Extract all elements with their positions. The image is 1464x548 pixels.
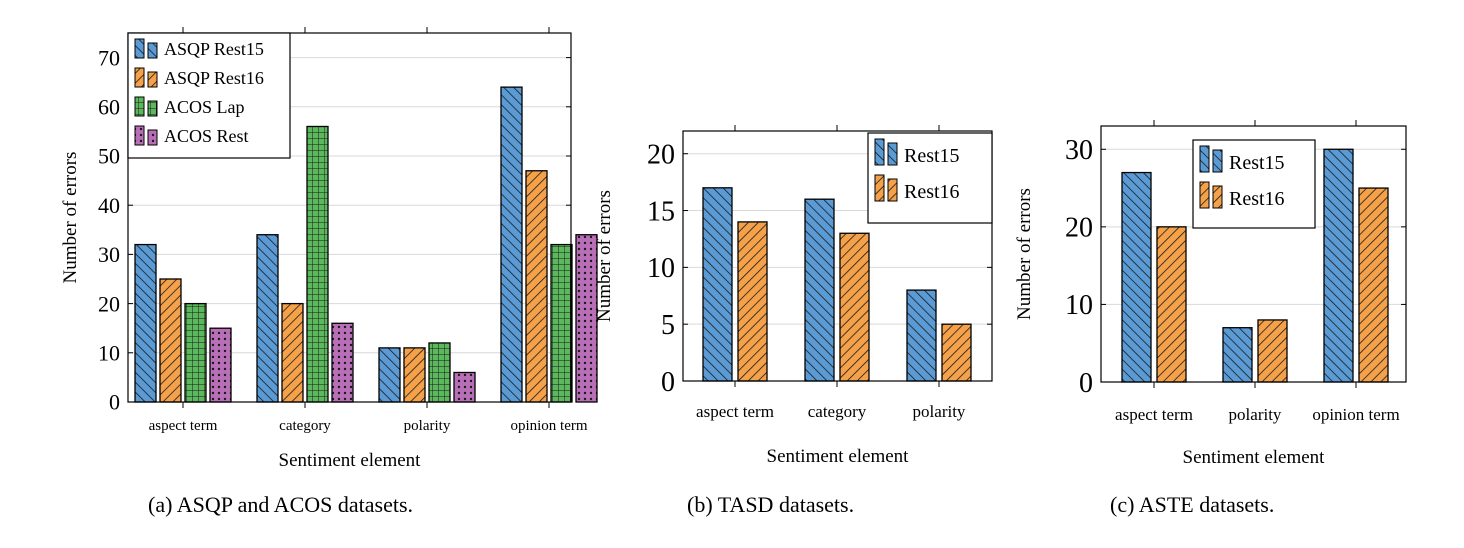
x-tick-label: polarity — [404, 418, 451, 434]
bar — [804, 198, 835, 382]
chart-2: 0 10 20 30 aspect term polarity opinion term Se… — [1014, 120, 1407, 468]
bar — [500, 86, 523, 403]
y-axis-label: Number of errors — [60, 152, 81, 284]
plot-frame — [127, 32, 572, 403]
legend-swatch — [134, 67, 145, 88]
legend-swatch — [1199, 145, 1210, 173]
x-tick-label: opinion term — [1312, 405, 1399, 424]
legend-label: Rest15 — [1229, 152, 1285, 174]
legend-swatch — [1212, 149, 1223, 173]
y-tick-label: 50 — [98, 144, 120, 169]
bar — [209, 327, 232, 403]
bar — [702, 187, 733, 382]
caption-a: (a) ASQP and ACOS datasets. — [148, 492, 414, 517]
plot-frame — [682, 130, 993, 382]
y-tick-label: 10 — [1065, 290, 1093, 321]
y-tick-label: 20 — [1065, 213, 1093, 244]
y-tick-label: 70 — [98, 45, 120, 70]
y-tick-label: 10 — [98, 341, 120, 366]
legend-label: Rest15 — [904, 145, 960, 167]
caption-c: (c) ASTE datasets. — [1110, 492, 1275, 517]
y-tick-label: 0 — [109, 390, 120, 415]
y-tick-label: 5 — [661, 310, 675, 341]
y-tick-label: 0 — [661, 367, 675, 398]
y-tick-label: 40 — [98, 193, 120, 218]
y-tick-label: 10 — [647, 253, 675, 284]
legend-label: ASQP Rest15 — [164, 39, 264, 59]
legend-swatch — [147, 129, 158, 146]
bar — [550, 243, 573, 403]
x-axis-label: Sentiment element — [279, 450, 422, 471]
legend-swatch — [134, 125, 145, 146]
caption-b: (b) TASD datasets. — [687, 492, 855, 517]
bar — [737, 221, 768, 382]
bar — [331, 322, 354, 403]
bar — [906, 289, 937, 382]
chart-1: 0 5 10 15 20 aspect term category polarity Senti… — [594, 125, 993, 467]
bar — [1358, 187, 1389, 383]
y-tick-label: 60 — [98, 95, 120, 120]
bar — [1257, 319, 1288, 383]
legend-swatch — [147, 71, 158, 88]
legend-swatch — [1199, 181, 1210, 209]
bar — [306, 125, 329, 403]
bar — [378, 347, 401, 403]
bar — [428, 342, 451, 403]
y-tick-label: 20 — [98, 291, 120, 316]
legend-swatch — [147, 42, 158, 59]
bar — [403, 347, 426, 403]
x-tick-label: polarity — [1229, 405, 1282, 424]
y-tick-label: 15 — [647, 196, 675, 227]
chart-0: 0 10 20 30 40 50 60 70 aspect term category polari… — [60, 27, 598, 471]
bar — [256, 234, 279, 403]
legend-swatch — [887, 142, 898, 166]
legend-swatch — [134, 38, 145, 59]
x-tick-label: aspect term — [149, 418, 218, 434]
bar — [184, 302, 207, 403]
x-tick-label: aspect term — [696, 402, 774, 421]
bar — [1323, 148, 1354, 383]
legend-label: Rest16 — [1229, 188, 1285, 210]
bar — [159, 278, 182, 403]
x-axis-label: Sentiment element — [767, 446, 910, 467]
bar — [1156, 226, 1187, 383]
legend-label: ACOS Rest — [164, 126, 249, 146]
legend-swatch — [887, 178, 898, 202]
legend-swatch — [134, 96, 145, 117]
x-tick-label: category — [808, 402, 867, 421]
y-tick-label: 0 — [1079, 368, 1093, 399]
x-tick-label: polarity — [913, 402, 966, 421]
legend-swatch — [874, 174, 885, 202]
legend-swatch — [147, 100, 158, 117]
bar — [839, 232, 870, 382]
bar — [525, 170, 548, 403]
bar — [1121, 171, 1152, 383]
x-tick-label: category — [279, 418, 331, 434]
x-tick-label: opinion term — [510, 418, 587, 434]
legend-swatch — [1212, 185, 1223, 209]
bar — [1222, 327, 1253, 383]
legend-label: Rest16 — [904, 181, 960, 203]
bar — [575, 234, 598, 403]
y-axis-label: Number of errors — [1014, 188, 1035, 320]
y-tick-label: 30 — [1065, 135, 1093, 166]
bar — [281, 302, 304, 403]
plot-frame — [1100, 125, 1407, 383]
legend-swatch — [874, 138, 885, 166]
bar — [134, 243, 157, 403]
y-tick-label: 30 — [98, 242, 120, 267]
bar — [453, 371, 476, 403]
legend-label: ASQP Rest16 — [164, 68, 264, 88]
legend-label: ACOS Lap — [164, 97, 245, 117]
x-axis-label: Sentiment element — [1183, 447, 1326, 468]
bar — [941, 323, 972, 382]
y-axis-label: Number of errors — [594, 190, 615, 322]
x-tick-label: aspect term — [1115, 405, 1193, 424]
y-tick-label: 20 — [647, 140, 675, 171]
